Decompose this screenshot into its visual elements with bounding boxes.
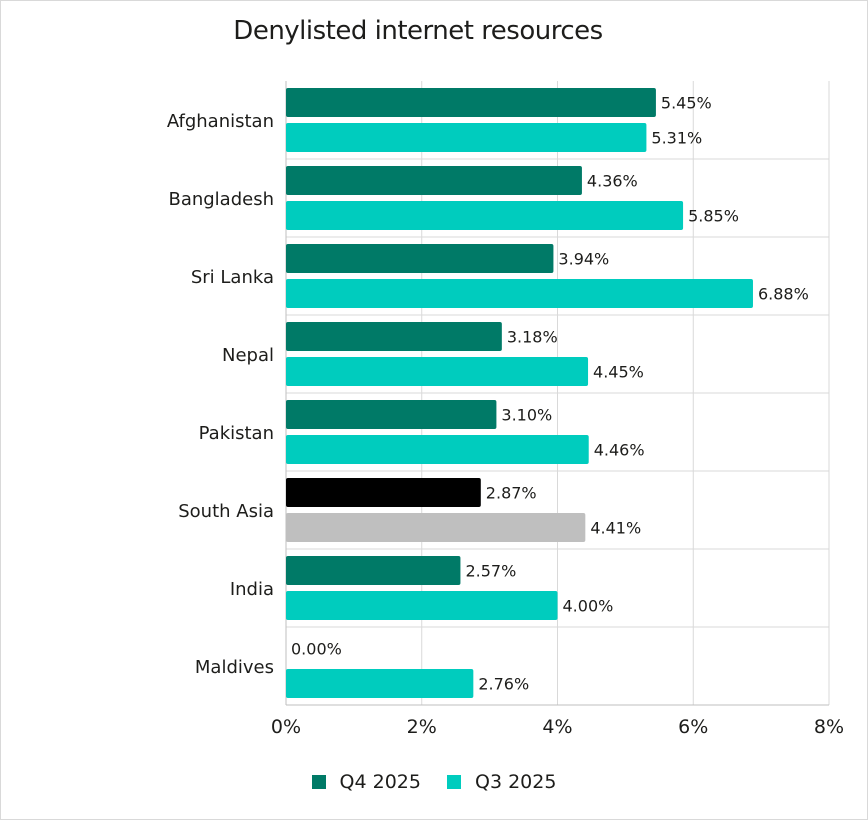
bar-nepal-q3 [286, 357, 589, 386]
category-label-south-asia: South Asia [178, 501, 274, 522]
bar-pakistan-q3 [286, 435, 589, 464]
bar-india-q4 [286, 556, 461, 585]
data-label-bangladesh-q3: 5.85% [688, 207, 739, 226]
x-tick-label: 4% [542, 716, 572, 738]
legend-swatch-q4 [311, 774, 326, 789]
category-label-afghanistan: Afghanistan [167, 111, 274, 132]
legend-label-q4: Q4 2025 [339, 770, 421, 793]
bar-india-q3 [286, 591, 558, 620]
category-label-india: India [230, 579, 274, 600]
data-label-maldives-q4: 0.00% [291, 640, 342, 659]
data-label-pakistan-q4: 3.10% [501, 406, 552, 425]
x-tick-label: 8% [814, 716, 844, 738]
bar-bangladesh-q4 [286, 166, 582, 195]
legend-item-q3: Q3 2025 [447, 771, 556, 793]
data-label-nepal-q4: 3.18% [507, 328, 558, 347]
bar-bangladesh-q3 [286, 201, 684, 230]
data-label-south-asia-q4: 2.87% [486, 484, 537, 503]
legend-label-q3: Q3 2025 [475, 770, 557, 793]
data-label-sri-lanka-q4: 3.94% [558, 250, 609, 269]
data-label-india-q3: 4.00% [563, 597, 614, 616]
data-label-sri-lanka-q3: 6.88% [758, 285, 809, 304]
category-label-nepal: Nepal [222, 345, 274, 366]
legend-item-q4: Q4 2025 [311, 770, 421, 793]
x-tick-label: 2% [407, 716, 437, 738]
category-label-pakistan: Pakistan [199, 423, 274, 444]
legend: Q4 2025 Q3 2025 [0, 770, 868, 793]
category-label-sri-lanka: Sri Lanka [191, 267, 274, 288]
x-tick-label: 6% [678, 716, 708, 738]
x-tick-label: 0% [271, 716, 301, 738]
data-label-south-asia-q3: 4.41% [590, 519, 641, 538]
bar-sri-lanka-q4 [286, 244, 554, 273]
bar-nepal-q4 [286, 322, 502, 351]
category-label-maldives: Maldives [195, 657, 274, 678]
data-label-afghanistan-q3: 5.31% [651, 129, 702, 148]
data-label-bangladesh-q4: 4.36% [587, 172, 638, 191]
chart-title: Denylisted internet resources [233, 16, 603, 46]
data-label-india-q4: 2.57% [465, 562, 516, 581]
category-label-bangladesh: Bangladesh [168, 189, 274, 210]
bar-afghanistan-q3 [286, 123, 647, 152]
data-label-pakistan-q3: 4.46% [594, 441, 645, 460]
bar-south-asia-q4 [286, 478, 481, 507]
bar-maldives-q3 [286, 669, 474, 698]
data-label-afghanistan-q4: 5.45% [661, 94, 712, 113]
bar-south-asia-q3 [286, 513, 586, 542]
data-label-nepal-q3: 4.45% [593, 363, 644, 382]
bar-sri-lanka-q3 [286, 279, 753, 308]
legend-swatch-q3 [447, 774, 462, 789]
bar-pakistan-q4 [286, 400, 497, 429]
data-label-maldives-q3: 2.76% [478, 675, 529, 694]
bar-afghanistan-q4 [286, 88, 656, 117]
